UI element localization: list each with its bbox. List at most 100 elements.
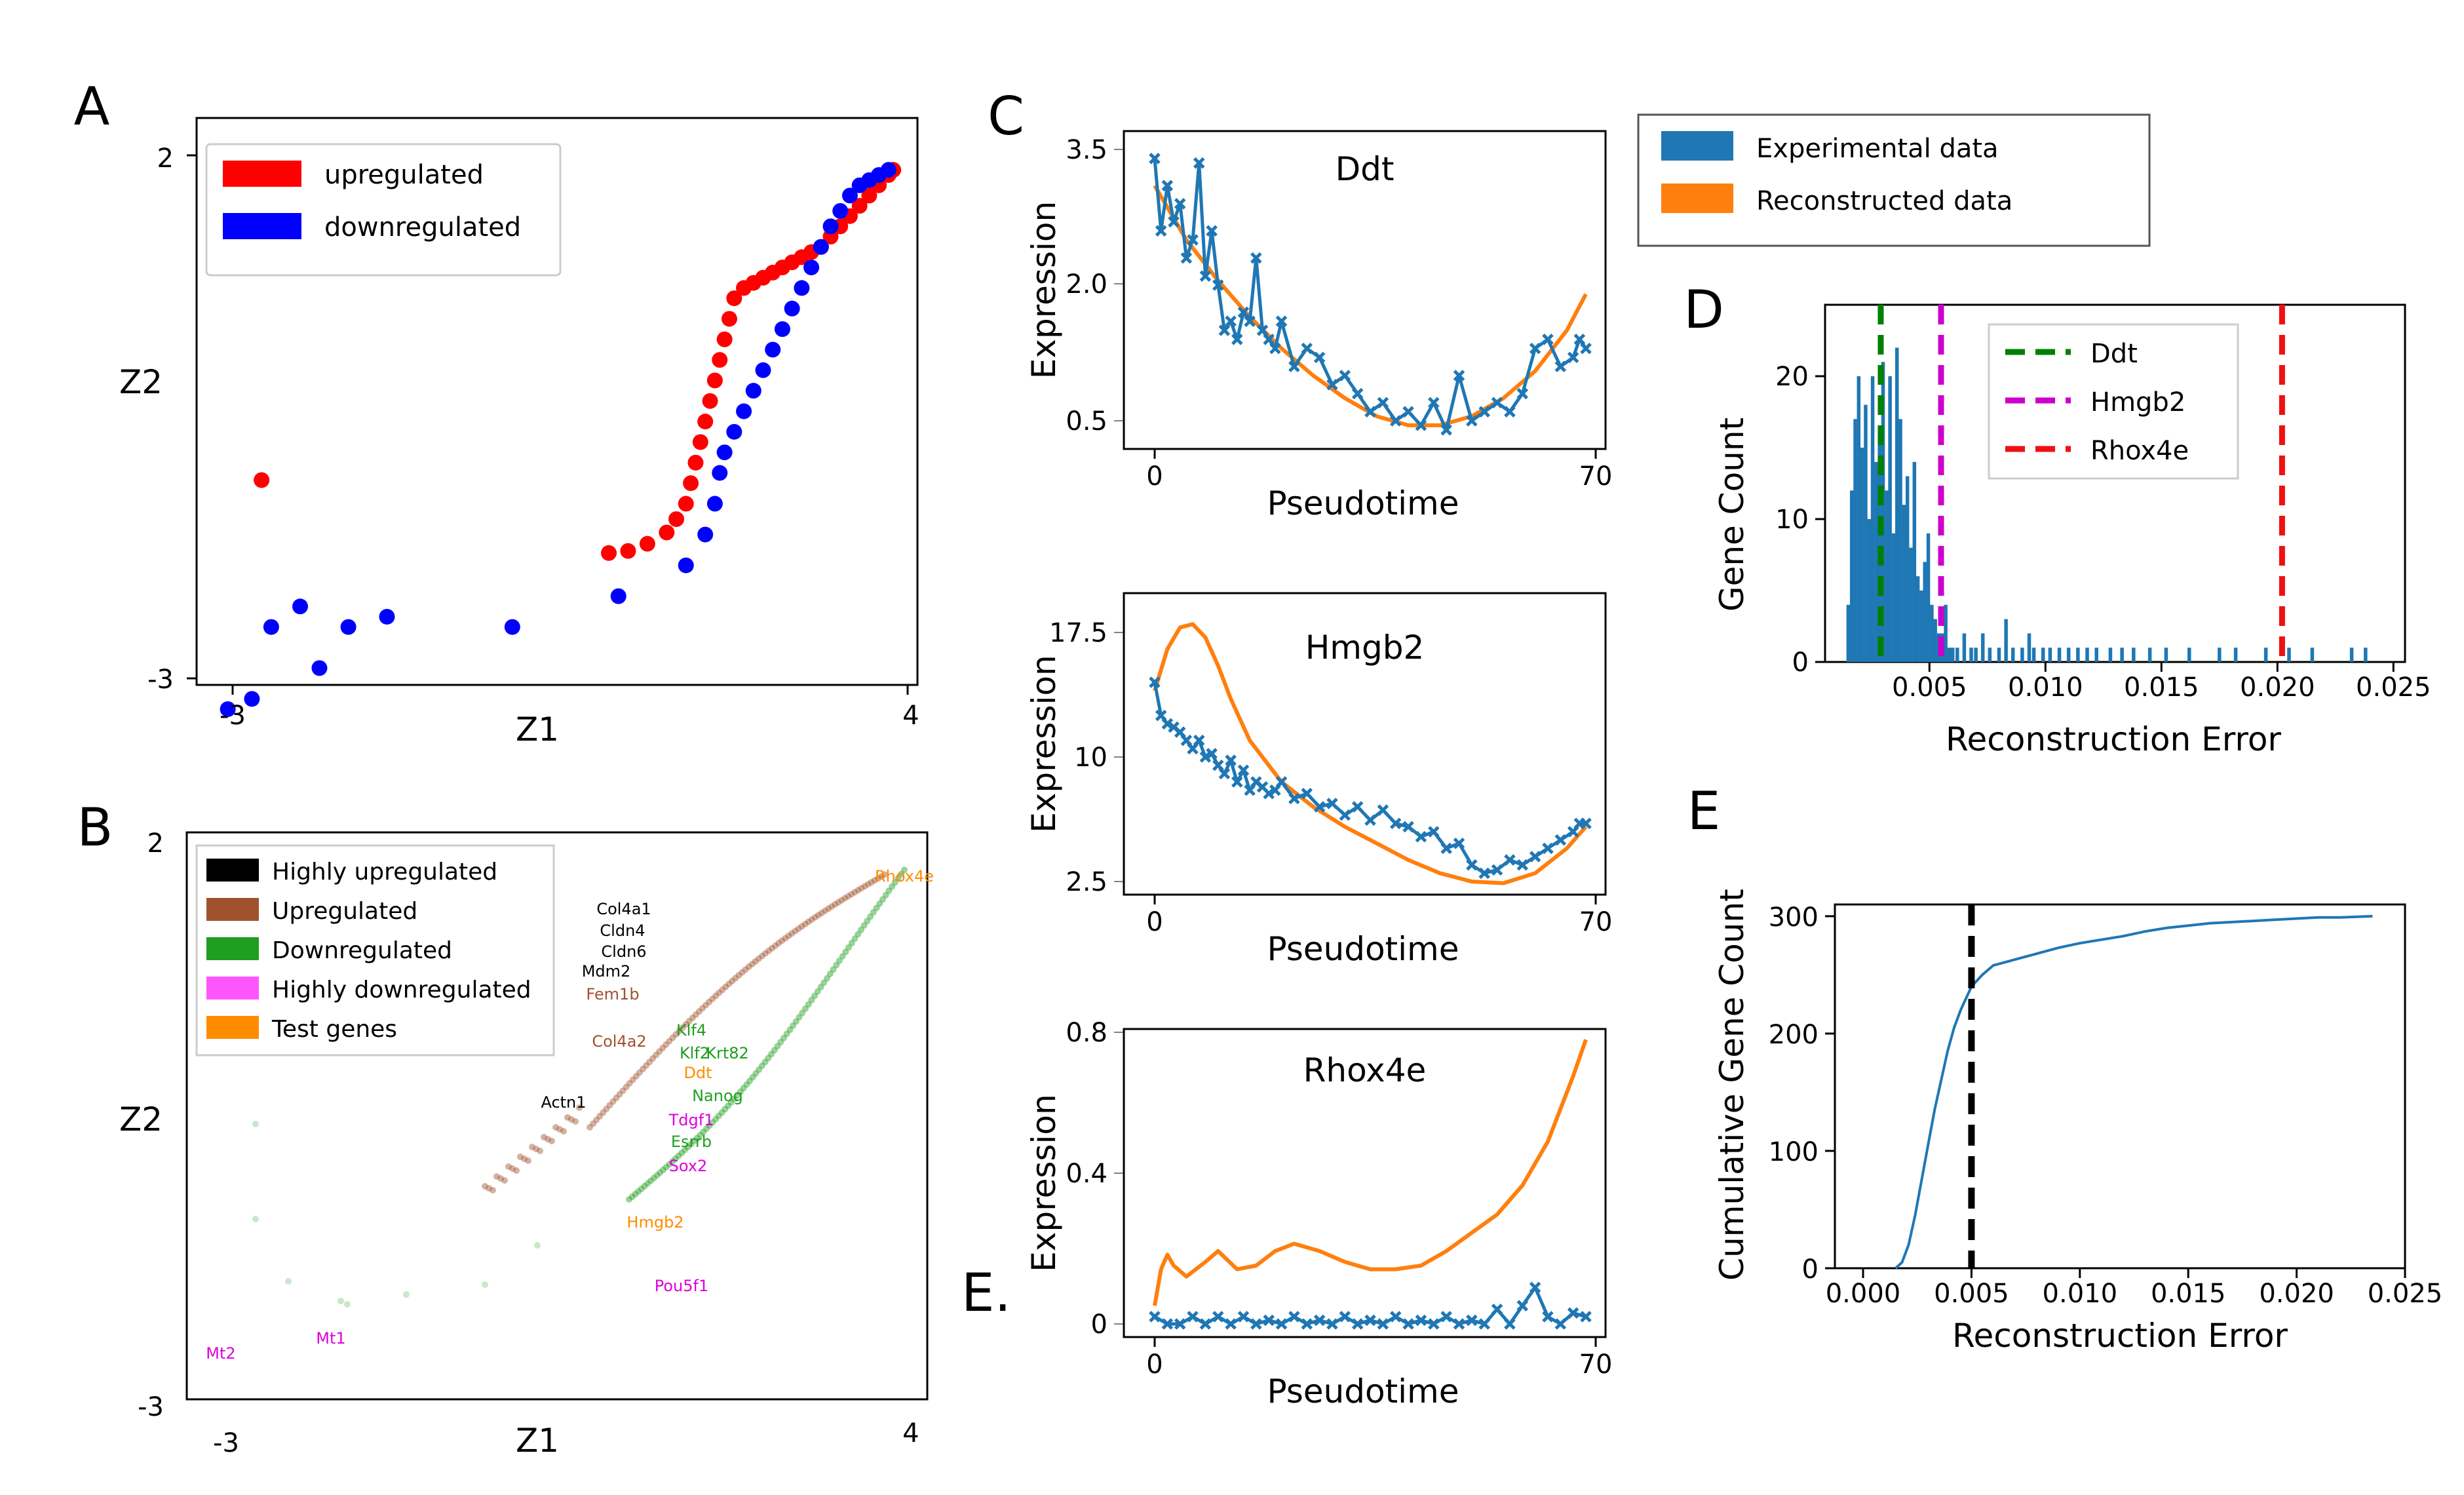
panel-a-xtick-0: -3 xyxy=(220,701,246,731)
panel-a-downregulated-point-23 xyxy=(813,239,829,255)
panel-b-point-196 xyxy=(545,1136,551,1142)
panel-b-point-43 xyxy=(729,977,736,984)
panel-c-Rhox4e-ylabel: Expression xyxy=(1025,1094,1063,1272)
panel-d-bar-35 xyxy=(1980,633,1985,662)
panel-c-Hmgb2-experimental-point-12 xyxy=(1225,754,1237,766)
panel-b-point-67 xyxy=(808,916,815,923)
panel-d-bar-50 xyxy=(2108,648,2113,662)
panel-c-Rhox4e-experimental-point-11 xyxy=(1288,1311,1300,1323)
panel-c-Ddt-experimental-point-16 xyxy=(1250,252,1262,264)
panel-b-point-10 xyxy=(619,1087,626,1095)
panel-a-upregulated-point-5 xyxy=(668,511,685,528)
panel-b-point-117 xyxy=(709,1119,716,1126)
panel-c-Rhox4e-experimental-point-18 xyxy=(1377,1318,1389,1330)
panel-a-upregulated-point-12 xyxy=(706,372,723,389)
panel-d-ylabel: Gene Count xyxy=(1713,417,1751,612)
panel-b-point-20 xyxy=(653,1051,660,1058)
panel-b-point-193 xyxy=(533,1146,539,1152)
panel-a-upregulated-point-8 xyxy=(687,454,704,471)
panel-a-ytick-0: 2 xyxy=(157,144,174,174)
panel-b-point-194 xyxy=(537,1148,543,1154)
panel-c-Rhox4e-experimental-point-28 xyxy=(1504,1318,1516,1330)
panel-b-point-81 xyxy=(855,887,862,894)
panel-b-gene-label-5: Fem1b xyxy=(586,985,639,1003)
panel-b-point-12 xyxy=(626,1080,633,1087)
panel-b-point-139 xyxy=(777,1038,784,1045)
panel-c-Ddt-frame xyxy=(1123,130,1607,450)
panel-d-bar-15 xyxy=(1898,419,1902,662)
panel-b-point-159 xyxy=(839,953,846,960)
panel-a-downregulated-point-5 xyxy=(340,619,356,635)
panel-d-bar-8 xyxy=(1874,461,1878,662)
panel-c-Ddt-experimental-point-37 xyxy=(1491,397,1503,409)
panel-b-point-27 xyxy=(676,1028,683,1035)
panel-d-bar-47 xyxy=(2076,648,2080,662)
panel-b-point-26 xyxy=(672,1031,680,1038)
panel-b-point-68 xyxy=(811,914,818,921)
panel-c-Ddt-experimental-point-36 xyxy=(1478,406,1490,417)
panel-b-gene-label-3: Cldn6 xyxy=(601,942,646,961)
panel-a-downregulated-point-21 xyxy=(794,280,810,296)
panel-d-frame xyxy=(1824,303,2406,663)
panel-c-Hmgb2-experimental-point-38 xyxy=(1504,854,1516,866)
panel-a-legend-label-1: downregulated xyxy=(324,212,521,243)
panel-b-point-39 xyxy=(716,989,723,996)
panel-b-point-155 xyxy=(826,970,834,977)
panel-c-Ddt-experimental-point-21 xyxy=(1288,360,1300,372)
panel-c-Rhox4e-experimental-point-12 xyxy=(1301,1318,1313,1330)
panel-b-gene-label-15: Sox2 xyxy=(669,1157,708,1175)
panel-c-Ddt-ytick-1: 2.0 xyxy=(1066,269,1107,300)
panel-a-downregulated-point-16 xyxy=(745,383,761,399)
panel-c-Ddt-experimental-point-3 xyxy=(1168,216,1180,228)
panel-b-point-199 xyxy=(556,1126,563,1133)
panel-b-point-94 xyxy=(638,1185,645,1192)
panel-b-point-156 xyxy=(830,966,837,973)
panel-c-Ddt-experimental-point-12 xyxy=(1225,315,1237,327)
panel-d-bar-52 xyxy=(2132,648,2136,662)
panel-b-point-36 xyxy=(706,998,713,1005)
panel-a-upregulated-point-29 xyxy=(851,198,868,214)
panel-d-legend-label-2: Rhox4e xyxy=(2090,436,2189,466)
panel-a-downregulated-point-24 xyxy=(822,218,839,235)
panel-a-upregulated-point-3 xyxy=(639,535,655,552)
panel-d-bar-45 xyxy=(2057,648,2062,662)
panel-b-point-104 xyxy=(669,1158,676,1165)
panel-b-point-22 xyxy=(659,1045,666,1052)
panel-d-bar-33 xyxy=(1969,648,1973,662)
panel-b-point-188 xyxy=(513,1167,520,1174)
panel-d-bar-51 xyxy=(2120,648,2124,662)
panel-c-Ddt-experimental-point-4 xyxy=(1174,198,1186,210)
panel-d-bar-34 xyxy=(1974,648,1978,662)
panel-b-point-153 xyxy=(820,979,828,986)
panel-b-gene-label-16: Hmgb2 xyxy=(626,1213,683,1232)
panel-c-Rhox4e-experimental-point-23 xyxy=(1440,1311,1452,1323)
panel-e-ytick-0: 300 xyxy=(1769,903,1819,933)
panel-b-gene-label-19: Mt2 xyxy=(206,1344,235,1363)
panel-c-Ddt-experimental-point-32 xyxy=(1427,397,1440,409)
panel-a-downregulated-point-18 xyxy=(765,341,781,358)
panel-b-point-87 xyxy=(874,875,881,882)
panel-b-frame xyxy=(185,831,929,1401)
panel-a-downregulated-point-22 xyxy=(803,260,820,276)
panel-b-point-31 xyxy=(689,1015,696,1022)
panel-b-point-46 xyxy=(739,969,746,976)
panel-c-Rhox4e-xlabel: Pseudotime xyxy=(1267,1372,1459,1410)
panel-d-xtick-2: 0.015 xyxy=(2124,672,2199,703)
panel-c-Ddt-experimental-point-13 xyxy=(1231,334,1243,345)
panel-b-point-96 xyxy=(644,1180,651,1187)
panel-b-point-129 xyxy=(746,1078,754,1085)
panel-c-Hmgb2-experimental-point-13 xyxy=(1231,776,1243,788)
panel-b-point-70 xyxy=(818,909,825,916)
panel-b-point-203 xyxy=(572,1118,579,1125)
panel-b-point-127 xyxy=(740,1085,747,1092)
panel-c-Ddt-experimental-point-25 xyxy=(1339,370,1351,381)
panel-b-point-53 xyxy=(761,950,769,957)
panel-b-legend-swatch-1 xyxy=(206,898,259,921)
panel-b-point-191 xyxy=(525,1157,531,1164)
panel-b-point-79 xyxy=(848,891,855,898)
panel-c-Hmgb2-experimental-point-7 xyxy=(1193,734,1205,747)
panel-c-Hmgb2-experimental-point-24 xyxy=(1326,798,1338,809)
panel-c-Ddt-experimental-point-42 xyxy=(1554,360,1567,372)
panel-b-point-40 xyxy=(719,986,726,994)
